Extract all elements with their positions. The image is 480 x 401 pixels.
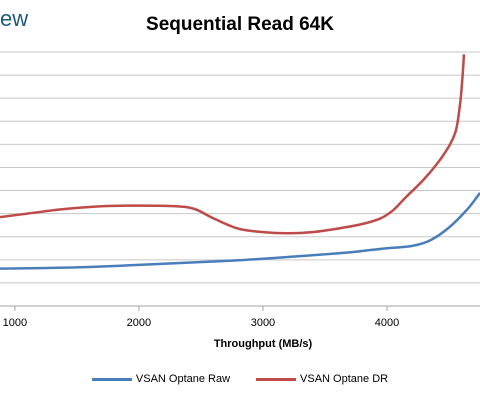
series-line-raw [0, 192, 480, 270]
legend-label-dr: VSAN Optane DR [300, 373, 389, 385]
legend: VSAN Optane Raw VSAN Optane DR [0, 373, 480, 385]
x-tick-label: 3000 [251, 317, 275, 329]
x-tick-label: 2000 [127, 317, 151, 329]
series-line-dr [0, 54, 466, 235]
x-tick-label: 4000 [375, 317, 399, 329]
grid-lines [0, 51, 480, 307]
chart-title: Sequential Read 64K [146, 14, 334, 35]
legend-item-dr: VSAN Optane DR [256, 373, 388, 385]
legend-swatch-dr [256, 377, 297, 381]
series-layer [0, 54, 480, 270]
legend-swatch-raw [91, 377, 132, 381]
logo-fragment: ew [0, 6, 29, 31]
legend-label-raw: VSAN Optane Raw [135, 373, 231, 385]
x-tick-labels: 1000 2000 3000 4000 [3, 306, 399, 329]
legend-item-raw: VSAN Optane Raw [91, 373, 231, 385]
x-tick-label: 1000 [3, 317, 27, 329]
x-axis-title: Throughput (MB/s) [214, 338, 313, 350]
